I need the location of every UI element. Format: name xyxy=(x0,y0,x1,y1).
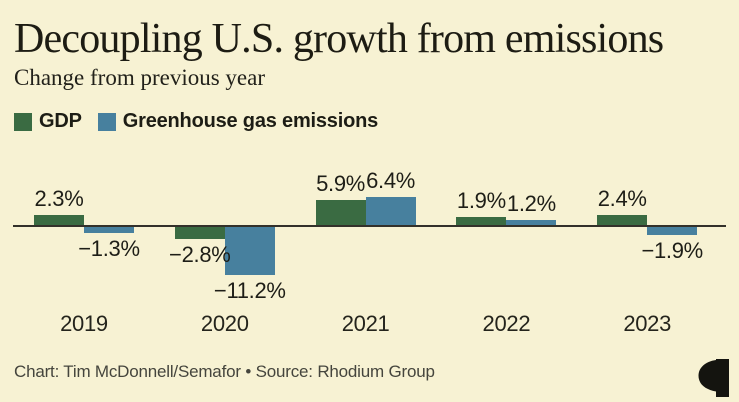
year-label-2023: 2023 xyxy=(623,311,672,336)
semafor-logo-icon xyxy=(698,359,729,397)
value-label-gdp-2021: 5.9% xyxy=(316,170,366,196)
bar-gdp-2021 xyxy=(315,199,366,225)
emissions-swatch-icon xyxy=(97,112,116,131)
value-label-gdp-2023: 2.4% xyxy=(597,185,647,211)
bar-gdp-2020 xyxy=(174,227,225,240)
year-label-2022: 2022 xyxy=(482,311,531,336)
value-label-emissions-2022: 1.2% xyxy=(506,190,556,216)
gdp-swatch-icon xyxy=(14,112,32,131)
page-subtitle: Change from previous year xyxy=(14,65,266,90)
bar-gdp-2019 xyxy=(34,215,84,225)
bar-emissions-2022 xyxy=(506,219,557,225)
bar-emissions-2023 xyxy=(647,227,698,236)
legend-item-gdp: GDP xyxy=(14,110,82,133)
footer: Chart: Tim McDonnell/Semafor • Source: R… xyxy=(0,358,739,402)
credit-line: Chart: Tim McDonnell/Semafor • Source: R… xyxy=(14,362,435,381)
legend-label-gdp: GDP xyxy=(39,110,82,132)
value-label-gdp-2020: −2.8% xyxy=(169,242,231,268)
bar-emissions-2021 xyxy=(365,197,416,225)
chart-area: 2.3% −1.3% 2019 −2.8% −11.2% 2020 5.9% 6.4% 2021… xyxy=(0,158,739,348)
value-label-emissions-2023: −1.9% xyxy=(641,238,703,264)
zero-baseline xyxy=(13,225,726,227)
value-label-emissions-2021: 6.4% xyxy=(366,168,416,194)
value-label-gdp-2022: 1.9% xyxy=(456,187,506,213)
legend-item-emissions: Greenhouse gas emissions xyxy=(97,110,379,133)
value-label-gdp-2019: 2.3% xyxy=(34,186,84,212)
value-label-emissions-2019: −1.3% xyxy=(78,235,140,261)
bar-gdp-2023 xyxy=(597,214,648,225)
value-label-emissions-2020: −11.2% xyxy=(213,278,286,304)
bar-emissions-2020 xyxy=(224,227,275,276)
page-title: Decoupling U.S. growth from emissions xyxy=(14,16,664,62)
legend-label-emissions: Greenhouse gas emissions xyxy=(122,110,379,132)
bar-gdp-2022 xyxy=(456,216,507,225)
bar-emissions-2019 xyxy=(84,227,134,233)
year-label-2019: 2019 xyxy=(60,311,108,336)
year-label-2020: 2020 xyxy=(200,311,249,336)
legend: GDP Greenhouse gas emissions xyxy=(14,110,378,133)
year-label-2021: 2021 xyxy=(341,311,390,336)
